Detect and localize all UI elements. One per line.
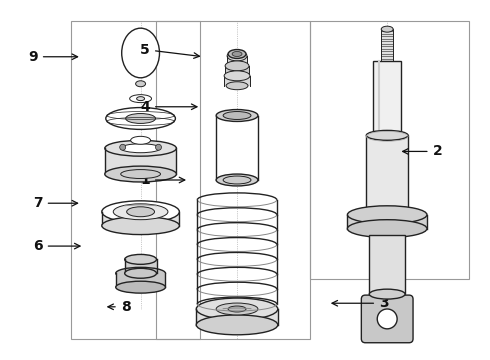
Ellipse shape bbox=[216, 109, 258, 121]
Ellipse shape bbox=[130, 95, 151, 103]
Ellipse shape bbox=[124, 268, 156, 278]
Text: 9: 9 bbox=[28, 50, 77, 64]
Ellipse shape bbox=[125, 113, 155, 123]
Ellipse shape bbox=[105, 166, 176, 182]
Ellipse shape bbox=[196, 315, 278, 335]
FancyBboxPatch shape bbox=[361, 295, 413, 343]
Bar bbox=[224, 76, 250, 86]
Ellipse shape bbox=[196, 298, 278, 320]
Ellipse shape bbox=[113, 204, 168, 220]
Ellipse shape bbox=[131, 136, 150, 144]
Circle shape bbox=[120, 144, 125, 150]
Ellipse shape bbox=[137, 96, 145, 100]
Bar bbox=[310, 21, 469, 279]
Ellipse shape bbox=[102, 217, 179, 235]
Bar bbox=[373, 61, 401, 135]
Ellipse shape bbox=[116, 267, 166, 279]
Ellipse shape bbox=[116, 281, 166, 293]
Ellipse shape bbox=[232, 51, 242, 57]
Text: 3: 3 bbox=[332, 296, 389, 310]
Bar bbox=[367, 135, 408, 215]
Text: 2: 2 bbox=[403, 144, 442, 158]
Bar bbox=[347, 215, 427, 229]
Bar bbox=[216, 116, 258, 180]
Ellipse shape bbox=[223, 112, 251, 120]
Ellipse shape bbox=[216, 174, 258, 186]
Ellipse shape bbox=[227, 51, 247, 61]
Ellipse shape bbox=[347, 206, 427, 224]
Text: 6: 6 bbox=[33, 239, 80, 253]
Bar bbox=[369, 235, 405, 294]
Text: 5: 5 bbox=[140, 42, 199, 58]
Ellipse shape bbox=[136, 81, 146, 87]
Ellipse shape bbox=[224, 71, 250, 81]
Ellipse shape bbox=[121, 144, 161, 153]
Bar bbox=[102, 212, 179, 227]
Ellipse shape bbox=[369, 289, 405, 299]
Ellipse shape bbox=[367, 130, 408, 140]
Bar bbox=[155, 21, 310, 339]
Ellipse shape bbox=[106, 108, 175, 129]
Ellipse shape bbox=[228, 50, 246, 58]
Bar bbox=[124, 260, 156, 273]
Ellipse shape bbox=[226, 82, 248, 90]
Ellipse shape bbox=[228, 306, 246, 312]
Ellipse shape bbox=[102, 201, 179, 223]
Bar bbox=[381, 29, 393, 61]
Ellipse shape bbox=[105, 140, 176, 156]
Circle shape bbox=[155, 144, 162, 150]
Ellipse shape bbox=[223, 176, 251, 184]
Ellipse shape bbox=[381, 26, 393, 32]
Text: 7: 7 bbox=[33, 196, 77, 210]
Text: 1: 1 bbox=[140, 173, 185, 187]
Circle shape bbox=[377, 309, 397, 329]
Ellipse shape bbox=[216, 303, 258, 315]
Ellipse shape bbox=[347, 220, 427, 238]
Bar bbox=[105, 148, 176, 176]
Ellipse shape bbox=[122, 28, 159, 78]
Ellipse shape bbox=[124, 255, 156, 264]
Ellipse shape bbox=[121, 170, 161, 179]
Bar bbox=[71, 21, 200, 339]
Ellipse shape bbox=[127, 207, 154, 217]
Bar bbox=[227, 56, 247, 66]
Ellipse shape bbox=[225, 61, 249, 71]
Text: 8: 8 bbox=[108, 300, 130, 314]
Bar bbox=[225, 66, 249, 76]
Bar bbox=[116, 273, 166, 287]
Text: 4: 4 bbox=[140, 100, 197, 114]
Bar bbox=[196, 309, 278, 325]
